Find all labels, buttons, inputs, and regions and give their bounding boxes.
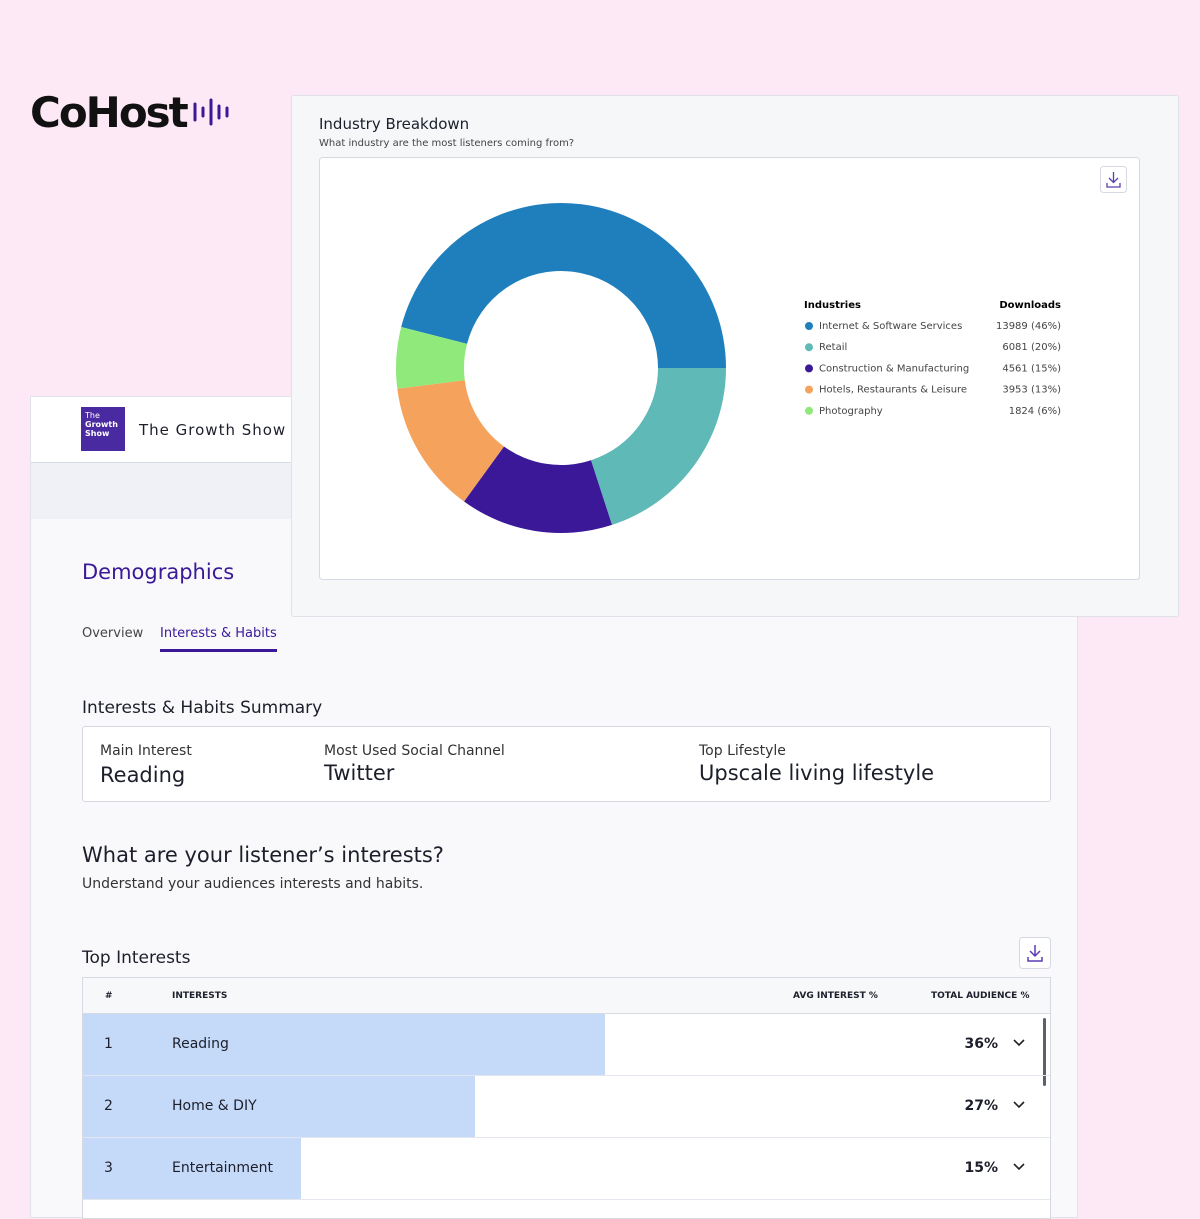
legend-label: Photography — [819, 406, 883, 417]
brand-logo: CoHost — [30, 88, 189, 137]
legend-swatch — [805, 322, 813, 330]
summary-box: Main Interest Reading Most Used Social C… — [82, 726, 1051, 802]
expand-chevron[interactable] — [1011, 1156, 1027, 1180]
table-row[interactable]: 3 Entertainment 15% — [83, 1138, 1050, 1200]
expand-chevron[interactable] — [1011, 1032, 1027, 1056]
summary-value: Twitter — [324, 761, 395, 785]
summary-value: Upscale living lifestyle — [699, 761, 935, 785]
interest-name: Entertainment — [172, 1160, 274, 1176]
rank: 3 — [104, 1160, 113, 1176]
thumb-text: Growth — [85, 420, 118, 429]
donut-slice — [397, 380, 504, 502]
legend-swatch — [805, 406, 813, 415]
section-subtitle: Understand your audiences interests and … — [82, 876, 424, 892]
table-header: # INTERESTS AVG INTEREST % TOTAL AUDIENC… — [83, 978, 1050, 1014]
tab[interactable]: Overview — [82, 626, 144, 641]
thumb-text: The — [85, 411, 100, 420]
summary-label: Main Interest — [100, 743, 192, 759]
table-title: Top Interests — [82, 948, 191, 968]
value-label: 3953 (13%) — [1002, 385, 1061, 396]
legend-swatch — [805, 343, 813, 352]
download-button[interactable] — [1100, 166, 1127, 193]
interest-name: Home & DIY — [172, 1098, 257, 1114]
value-label: 13989 (46%) — [996, 321, 1061, 332]
show-thumbnail: The Growth Show — [81, 407, 125, 451]
chart-title: Industry Breakdown — [319, 115, 470, 133]
audience-value: 15% — [964, 1160, 998, 1176]
legend-label: Internet & Software Services — [819, 321, 962, 332]
legend-swatch — [805, 385, 813, 394]
donut-slice — [464, 446, 613, 533]
summary-title: Interests & Habits Summary — [82, 698, 323, 718]
industry-card: Industry Breakdown What industry are the… — [291, 95, 1179, 617]
chart: Industries Downloads Internet & Software S… — [319, 157, 1140, 580]
expand-chevron[interactable] — [1011, 1094, 1027, 1118]
col-header: INTERESTS — [172, 991, 228, 1001]
download-button[interactable] — [1019, 937, 1051, 969]
chevron-icon — [1013, 1163, 1025, 1171]
donut-slice — [590, 368, 726, 525]
interest-name: Reading — [172, 1036, 229, 1052]
tab-active[interactable]: Interests & Habits — [160, 626, 277, 652]
summary-label: Top Lifestyle — [699, 743, 786, 759]
table-row[interactable]: 1 Reading 36% — [83, 1014, 1050, 1076]
section-title: What are your listener’s interests? — [82, 843, 444, 867]
legend-label: Retail — [819, 342, 847, 353]
thumb-text: Show — [85, 429, 110, 438]
audience-value: 36% — [964, 1036, 998, 1052]
chevron-icon — [1013, 1101, 1025, 1109]
value-label: 1824 (6%) — [1009, 406, 1061, 417]
col-header: # — [105, 991, 113, 1001]
summary-label: Most Used Social Channel — [324, 743, 505, 759]
value-label: 6081 (20%) — [1002, 342, 1061, 353]
summary-value: Reading — [100, 763, 186, 787]
legend-swatch — [805, 364, 813, 373]
chevron-icon — [1013, 1039, 1025, 1047]
legend-label: Construction & Manufacturing — [819, 363, 969, 374]
legend-label: Hotels, Restaurants & Leisure — [819, 385, 967, 396]
col-header: TOTAL AUDIENCE % — [931, 991, 1030, 1001]
interest-bar — [83, 1014, 605, 1075]
legend-header: Downloads — [999, 300, 1061, 311]
rank: 2 — [104, 1098, 113, 1114]
rank: 1 — [104, 1036, 113, 1052]
audience-value: 27% — [964, 1098, 998, 1114]
page-title: Demographics — [82, 560, 235, 584]
show-name: The Growth Show — [139, 421, 287, 439]
interest-bar — [83, 1076, 475, 1137]
table-row[interactable]: 2 Home & DIY 27% — [83, 1076, 1050, 1138]
legend-header: Industries — [804, 300, 861, 311]
donut-slice — [401, 202, 726, 368]
donut-slice — [396, 327, 468, 389]
logo-icon — [193, 98, 229, 126]
chart-subtitle: What industry are the most listeners com… — [319, 138, 575, 149]
scrollbar[interactable] — [1043, 1018, 1046, 1086]
interest-bar — [83, 1138, 301, 1199]
col-header: AVG INTEREST % — [793, 991, 878, 1001]
table: # INTERESTS AVG INTEREST % TOTAL AUDIENC… — [82, 977, 1051, 1219]
value-label: 4561 (15%) — [1002, 363, 1061, 374]
